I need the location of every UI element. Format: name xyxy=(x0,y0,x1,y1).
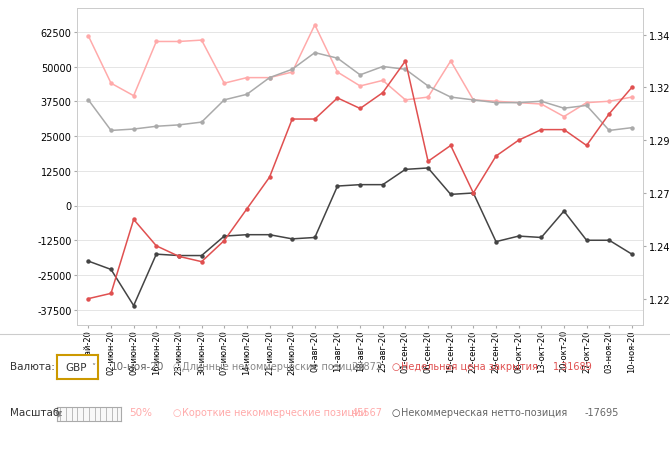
Text: Валюта:: Валюта: xyxy=(10,361,55,371)
Text: Масштаб:: Масштаб: xyxy=(10,407,63,417)
Text: 50%: 50% xyxy=(129,407,152,417)
Text: -17695: -17695 xyxy=(584,407,618,417)
Text: ○: ○ xyxy=(392,361,401,371)
Text: Длинные некоммерческие позиции: Длинные некоммерческие позиции xyxy=(182,361,365,371)
Text: 45567: 45567 xyxy=(352,407,383,417)
Text: 1.31689: 1.31689 xyxy=(553,361,592,371)
Text: Короткие некоммерческие позиции: Короткие некоммерческие позиции xyxy=(182,407,367,417)
Text: GBP: GBP xyxy=(65,362,86,372)
Text: ˅: ˅ xyxy=(91,363,96,372)
Text: ○: ○ xyxy=(173,407,182,417)
Text: ○: ○ xyxy=(173,361,182,371)
Text: Недельная цена закрытия: Недельная цена закрытия xyxy=(401,361,537,371)
Text: Некоммерческая нетто-позиция: Некоммерческая нетто-позиция xyxy=(401,407,567,417)
Text: 10-ноя-20: 10-ноя-20 xyxy=(111,361,164,371)
Text: 27872: 27872 xyxy=(352,361,383,371)
Text: ○: ○ xyxy=(392,407,401,417)
